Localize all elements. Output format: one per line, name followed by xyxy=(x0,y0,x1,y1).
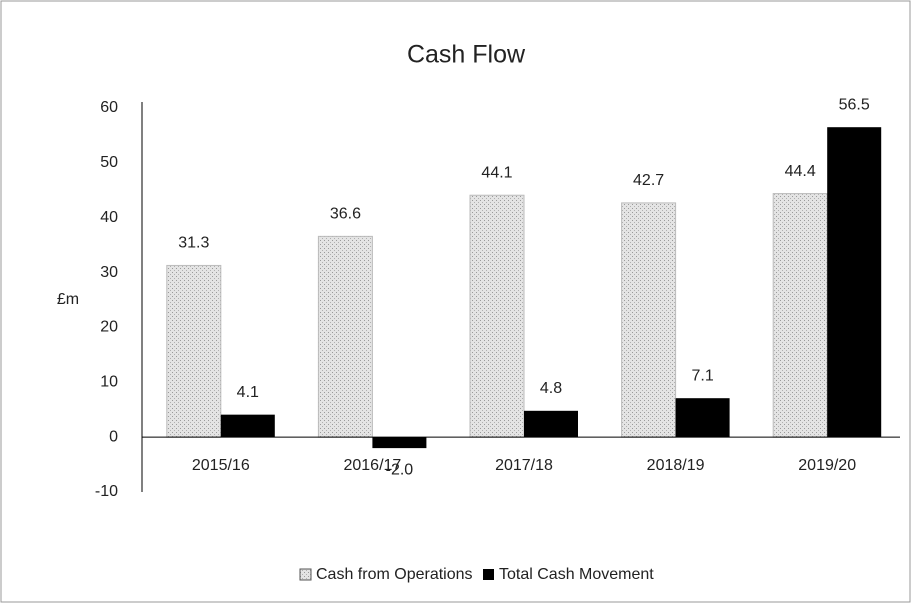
legend-label: Cash from Operations xyxy=(316,566,473,583)
y-tick-label: 60 xyxy=(100,99,118,116)
bar xyxy=(317,235,373,438)
legend-swatch xyxy=(299,568,312,581)
x-tick-label: 2019/20 xyxy=(798,457,856,474)
y-tick-label: 0 xyxy=(109,428,118,445)
y-tick-label: -10 xyxy=(95,483,118,500)
data-label: 7.1 xyxy=(691,367,713,384)
data-label: 44.4 xyxy=(785,163,816,180)
bar xyxy=(166,264,222,438)
data-label: 4.1 xyxy=(237,384,259,401)
legend-label: Total Cash Movement xyxy=(499,566,654,583)
x-tick-label: 2018/19 xyxy=(647,457,705,474)
bar xyxy=(827,127,882,438)
bar xyxy=(524,410,578,438)
bar xyxy=(372,437,427,449)
data-label: 42.7 xyxy=(633,172,664,189)
bar xyxy=(621,202,677,438)
data-label: 44.1 xyxy=(481,164,512,181)
legend-swatch xyxy=(483,569,494,580)
bar xyxy=(772,193,828,438)
y-tick-label: 10 xyxy=(100,374,118,391)
y-tick-label: 50 xyxy=(100,154,118,171)
data-label: 4.8 xyxy=(540,380,562,397)
data-label: 36.6 xyxy=(330,206,361,223)
data-label: 31.3 xyxy=(178,235,209,252)
data-label: 56.5 xyxy=(839,96,870,113)
bar xyxy=(469,194,525,438)
y-tick-label: 20 xyxy=(100,319,118,336)
data-label: -2.0 xyxy=(386,461,414,478)
bar xyxy=(220,414,275,438)
x-tick-label: 2017/18 xyxy=(495,457,553,474)
x-tick-label: 2015/16 xyxy=(192,457,250,474)
y-tick-label: 30 xyxy=(100,264,118,281)
x-tick-label: 2016/17 xyxy=(343,457,401,474)
bar xyxy=(675,398,730,438)
chart-title: Cash Flow xyxy=(407,41,526,69)
y-axis-label: £m xyxy=(57,291,79,308)
y-tick-label: 40 xyxy=(100,209,118,226)
